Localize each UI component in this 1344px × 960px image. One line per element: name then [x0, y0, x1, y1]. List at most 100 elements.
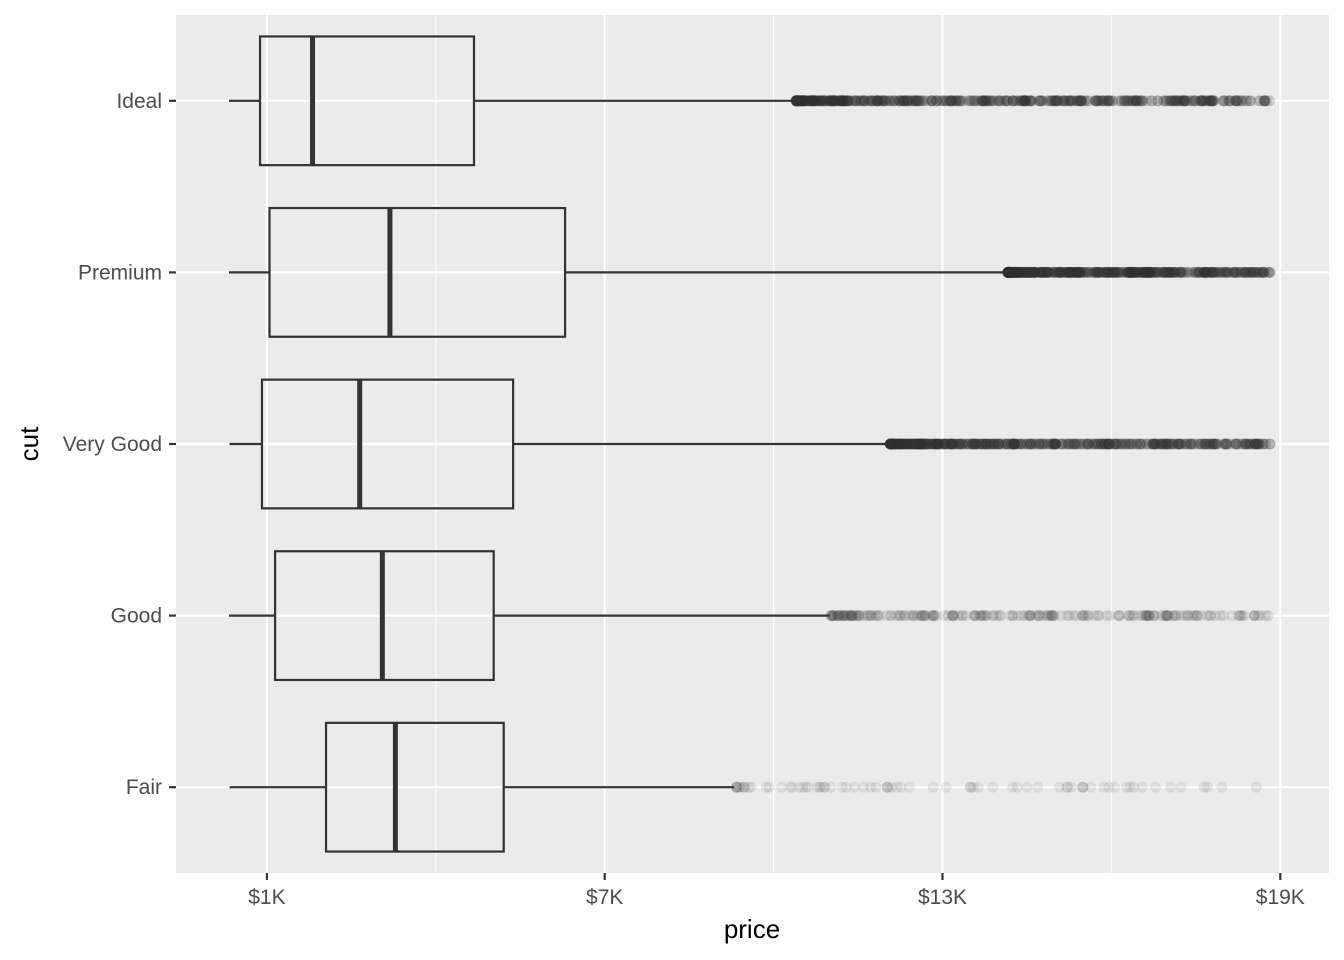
- outlier-point: [836, 95, 848, 107]
- outlier-point: [1158, 266, 1170, 278]
- outlier-point: [1204, 95, 1216, 107]
- outliers: [825, 610, 1274, 622]
- outlier-point: [870, 95, 882, 107]
- outlier-point: [978, 95, 990, 107]
- outlier-point: [1179, 95, 1191, 107]
- outlier-point: [998, 95, 1010, 107]
- outlier-point: [826, 95, 838, 107]
- outlier-point: [1042, 95, 1054, 107]
- outlier-point: [1042, 266, 1054, 278]
- outlier-point: [1228, 266, 1240, 278]
- outlier-point: [1051, 95, 1063, 107]
- outlier-point: [1165, 95, 1177, 107]
- outlier-point: [981, 610, 993, 622]
- outlier-point: [1199, 95, 1211, 107]
- outlier-point: [826, 95, 838, 107]
- outlier-point: [960, 438, 972, 450]
- outlier-point: [1021, 781, 1033, 793]
- outlier-point: [1205, 95, 1217, 107]
- outlier-point: [1251, 266, 1263, 278]
- outlier-point: [1019, 95, 1031, 107]
- outlier-point: [794, 95, 806, 107]
- outlier-point: [892, 95, 904, 107]
- outlier-point: [816, 95, 828, 107]
- outlier-point: [1224, 95, 1236, 107]
- outlier-point: [874, 95, 886, 107]
- x-axis-title: price: [724, 914, 780, 944]
- outlier-point: [829, 95, 841, 107]
- outlier-point: [874, 610, 886, 622]
- outlier-point: [1252, 610, 1264, 622]
- outlier-point: [1116, 95, 1128, 107]
- outlier-point: [826, 95, 838, 107]
- outlier-point: [1007, 95, 1019, 107]
- outlier-point: [1258, 266, 1270, 278]
- outlier-point: [1093, 266, 1105, 278]
- outlier-point: [931, 95, 943, 107]
- outlier-point: [804, 95, 816, 107]
- outlier-point: [1223, 95, 1235, 107]
- outlier-point: [979, 95, 991, 107]
- outlier-point: [1240, 95, 1252, 107]
- outlier-point: [877, 95, 889, 107]
- outlier-point: [854, 95, 866, 107]
- outlier-point: [937, 95, 949, 107]
- outlier-point: [840, 95, 852, 107]
- outlier-point: [888, 95, 900, 107]
- outlier-point: [1219, 95, 1231, 107]
- outliers: [884, 438, 1276, 450]
- outlier-point: [823, 95, 835, 107]
- outlier-point: [926, 95, 938, 107]
- outlier-point: [1027, 438, 1039, 450]
- outlier-point: [1096, 438, 1108, 450]
- outlier-point: [1195, 95, 1207, 107]
- outlier-point: [1113, 95, 1125, 107]
- outlier-point: [1000, 95, 1012, 107]
- outlier-point: [1120, 95, 1132, 107]
- outlier-point: [898, 95, 910, 107]
- outlier-point: [1120, 266, 1132, 278]
- outlier-point: [879, 95, 891, 107]
- outlier-point: [905, 95, 917, 107]
- outlier-point: [826, 95, 838, 107]
- outlier-point: [859, 95, 871, 107]
- outlier-point: [799, 95, 811, 107]
- outlier-point: [1194, 95, 1206, 107]
- outlier-point: [795, 95, 807, 107]
- outlier-point: [1017, 95, 1029, 107]
- outlier-point: [893, 95, 905, 107]
- outlier-point: [1018, 95, 1030, 107]
- outlier-point: [1258, 95, 1270, 107]
- outlier-point: [1171, 95, 1183, 107]
- outlier-point: [945, 438, 957, 450]
- outlier-point: [842, 95, 854, 107]
- outlier-point: [1130, 95, 1142, 107]
- outlier-point: [1022, 266, 1034, 278]
- outlier-point: [875, 95, 887, 107]
- outlier-point: [836, 95, 848, 107]
- outlier-point: [1127, 95, 1139, 107]
- outlier-point: [850, 95, 862, 107]
- outlier-point: [912, 95, 924, 107]
- outlier-point: [999, 95, 1011, 107]
- outlier-point: [829, 95, 841, 107]
- outlier-point: [1174, 95, 1186, 107]
- outlier-point: [1166, 438, 1178, 450]
- outlier-point: [925, 95, 937, 107]
- outlier-point: [882, 95, 894, 107]
- box-iqr: [258, 35, 476, 167]
- outlier-point: [1135, 266, 1147, 278]
- outlier-point: [1089, 95, 1101, 107]
- outlier-point: [993, 95, 1005, 107]
- outlier-point: [1025, 266, 1037, 278]
- outlier-point: [814, 95, 826, 107]
- outlier-point: [811, 95, 823, 107]
- outlier-point: [905, 95, 917, 107]
- outlier-point: [1132, 95, 1144, 107]
- outlier-point: [1026, 95, 1038, 107]
- box-iqr: [324, 721, 505, 853]
- outlier-point: [798, 95, 810, 107]
- outlier-point: [1207, 438, 1219, 450]
- outlier-point: [885, 95, 897, 107]
- outlier-point: [993, 95, 1005, 107]
